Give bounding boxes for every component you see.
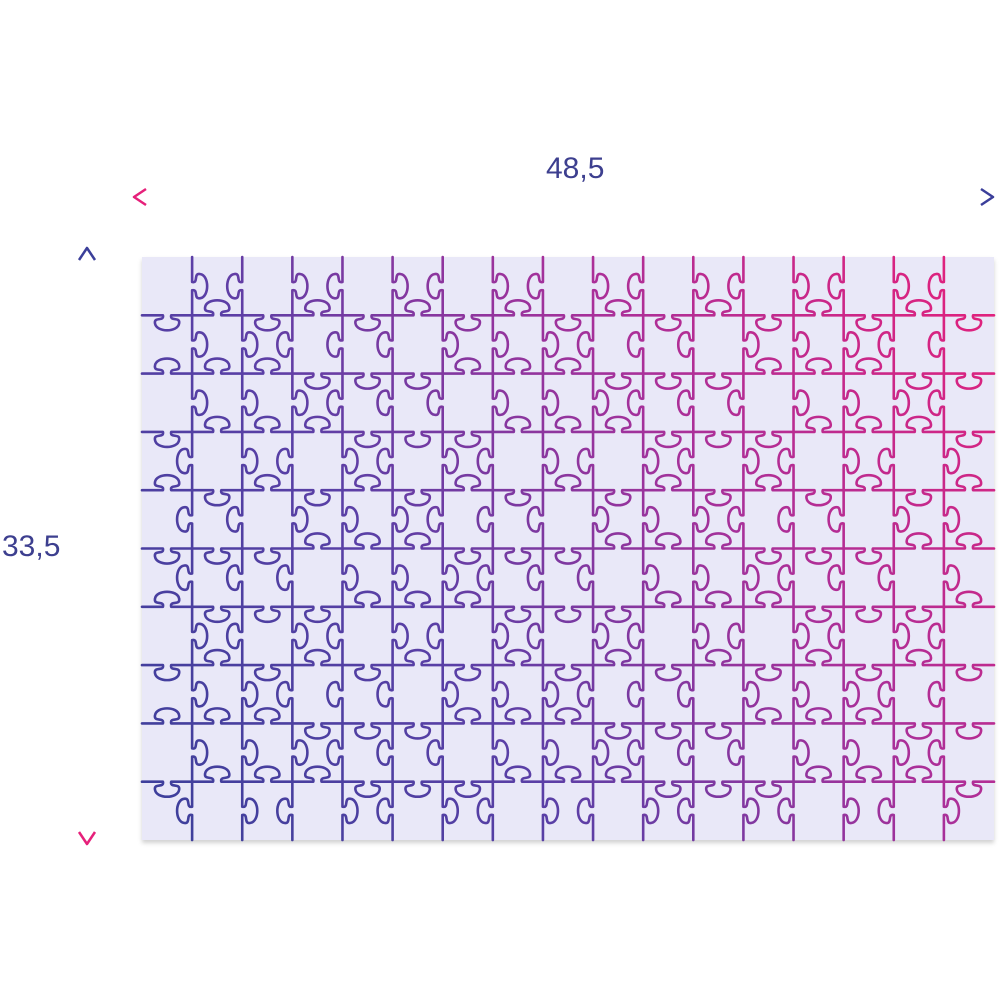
horizontal-cut-line: [140, 707, 996, 740]
puzzle-board-background: [142, 257, 994, 840]
puzzle-cut-lines: [140, 255, 996, 842]
horizontal-cut-line: [140, 298, 996, 332]
width-arrow: [132, 187, 995, 207]
height-dimension-label: 33,5: [2, 530, 61, 563]
horizontal-cut-line: [140, 357, 996, 390]
width-dimension-label: 48,5: [546, 152, 605, 185]
horizontal-cut-line: [140, 590, 996, 624]
height-arrow: [77, 246, 97, 846]
puzzle-board: [140, 255, 996, 842]
horizontal-cut-line: [140, 473, 996, 507]
horizontal-cut-line: [140, 415, 996, 449]
horizontal-cut-line: [140, 648, 996, 682]
horizontal-cut-line: [140, 765, 996, 799]
horizontal-cut-line: [140, 532, 996, 565]
